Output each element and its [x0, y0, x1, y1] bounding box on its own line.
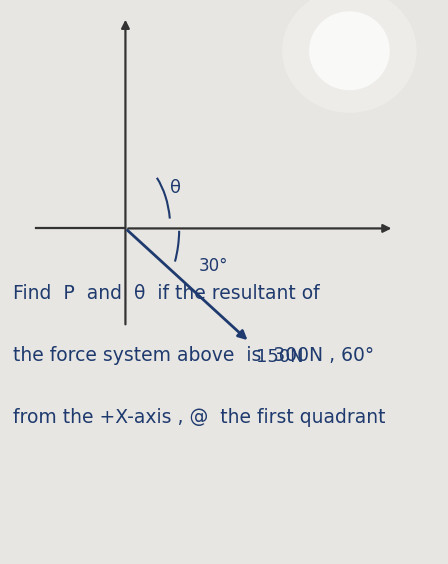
Text: the force system above  is  300N , 60°: the force system above is 300N , 60°	[13, 346, 375, 365]
Ellipse shape	[309, 11, 390, 90]
Text: 150N: 150N	[256, 347, 304, 365]
Text: from the +X-axis , @  the first quadrant: from the +X-axis , @ the first quadrant	[13, 408, 386, 427]
Ellipse shape	[282, 0, 417, 113]
Text: 30°: 30°	[199, 257, 228, 275]
Text: θ: θ	[170, 179, 181, 197]
Text: Find  P  and  θ  if the resultant of: Find P and θ if the resultant of	[13, 284, 320, 303]
